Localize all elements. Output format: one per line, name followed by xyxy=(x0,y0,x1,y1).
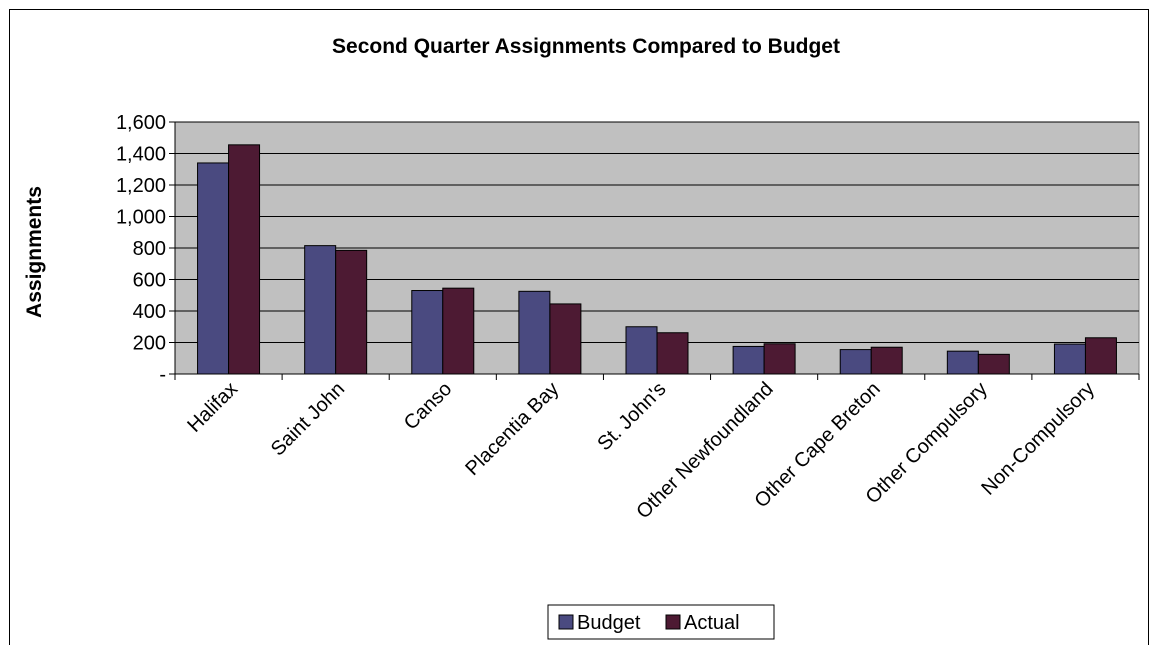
bar-actual xyxy=(335,249,368,375)
x-category-label: Saint John xyxy=(267,378,349,460)
bars xyxy=(197,144,1117,375)
bar-budget xyxy=(411,290,444,375)
y-tick-label: 600 xyxy=(133,270,166,292)
x-category-label: Placentia Bay xyxy=(461,378,563,480)
x-axis-categories: Halifax Saint John Canso Placentia Bay St. J… xyxy=(174,374,1140,523)
legend-swatch-actual xyxy=(665,614,681,630)
y-tick-label: 200 xyxy=(133,333,166,355)
bar-budget xyxy=(1053,343,1086,375)
bar-budget xyxy=(625,326,658,375)
x-category-label: St. John's xyxy=(593,378,670,455)
x-category-label: Non-Compulsory xyxy=(977,378,1099,500)
bar-budget xyxy=(839,349,872,375)
bar-budget xyxy=(732,345,765,375)
y-tick-label: 1,400 xyxy=(116,144,166,166)
bar-budget xyxy=(518,290,551,375)
bar-actual xyxy=(763,343,796,375)
y-tick-label: 1,600 xyxy=(116,112,166,134)
y-tick-label: 800 xyxy=(133,238,166,260)
x-category-label: Canso xyxy=(400,378,456,434)
y-tick-label: 1,000 xyxy=(116,207,166,229)
bar-actual xyxy=(977,353,1010,375)
legend-box xyxy=(547,604,775,640)
bar-budget xyxy=(946,350,979,375)
bar-actual xyxy=(870,346,903,375)
bar-actual xyxy=(228,144,261,375)
bar-budget xyxy=(304,245,337,375)
bar-actual xyxy=(1084,337,1117,375)
y-tick-label: 400 xyxy=(133,301,166,323)
y-tick-label: 1,200 xyxy=(116,175,166,197)
y-tick-label: - xyxy=(159,364,166,386)
chart-title: Second Quarter Assignments Compared to B… xyxy=(332,35,840,58)
x-category-label: Halifax xyxy=(183,378,242,437)
bar-actual xyxy=(549,303,582,375)
legend-label-actual: Actual xyxy=(684,612,740,634)
y-axis-ticks: - 200 400 600 800 1,000 1,200 1,400 1,600 xyxy=(116,112,1139,386)
bar-actual xyxy=(442,287,475,375)
bar-budget xyxy=(197,162,230,375)
legend-swatch-budget xyxy=(558,614,574,630)
legend-label-budget: Budget xyxy=(577,612,641,634)
x-category-label: Other Compulsory xyxy=(862,378,992,508)
bar-actual xyxy=(656,332,689,375)
y-axis-label: Assignments xyxy=(23,186,46,318)
legend: Budget Actual xyxy=(547,604,775,640)
